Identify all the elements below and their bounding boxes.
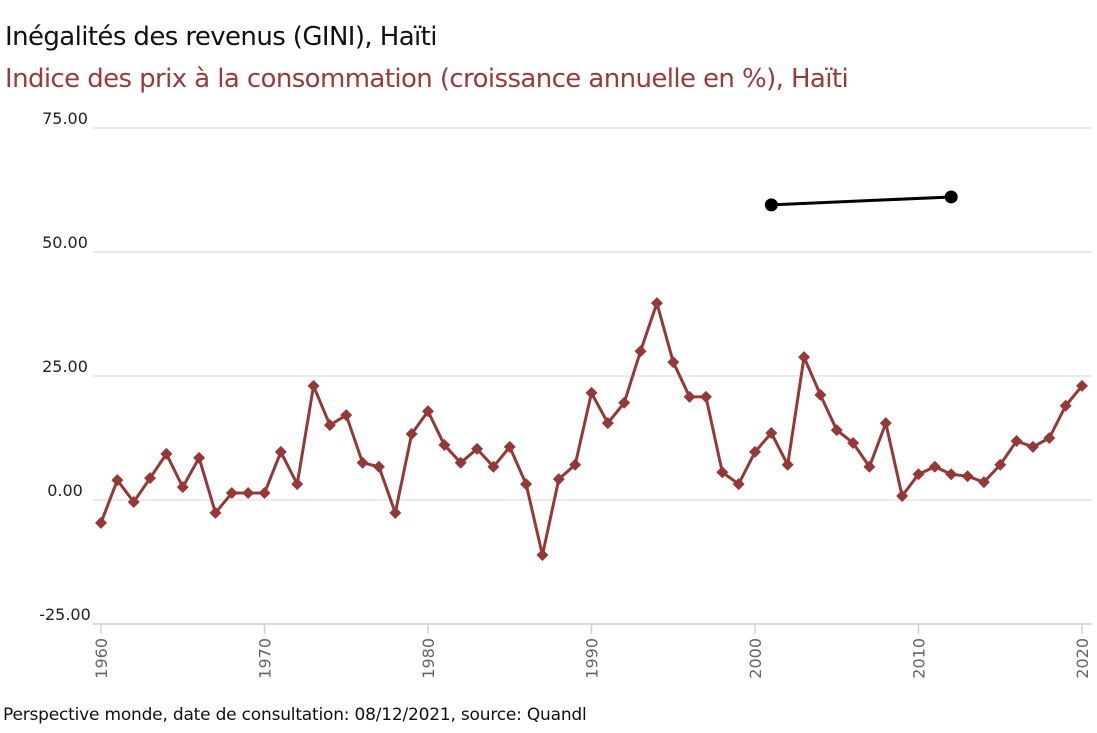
data-point: [667, 356, 680, 369]
data-point: [438, 438, 451, 451]
chart-subtitle: Indice des prix à la consommation (crois…: [5, 64, 849, 94]
y-axis-ticks: -25.00 0.00 25.00 50.00 75.00: [39, 109, 91, 624]
data-point: [830, 424, 843, 437]
chart-title: Inégalités des revenus (GINI), Haïti: [5, 22, 437, 52]
data-point: [847, 436, 860, 449]
data-point: [634, 345, 647, 358]
series-line: [99, 301, 1084, 557]
data-point: [961, 470, 974, 483]
data-point: [144, 472, 157, 485]
data-point: [454, 456, 467, 469]
data-point: [372, 460, 385, 473]
data-point: [111, 474, 124, 487]
data-point: [307, 379, 320, 392]
data-point: [765, 427, 778, 440]
data-point: [749, 445, 761, 458]
x-tick-label: 1990: [583, 638, 602, 679]
data-point: [716, 466, 729, 479]
data-point: [764, 198, 778, 212]
data-point: [356, 456, 369, 469]
data-point: [699, 390, 712, 403]
data-point: [405, 428, 418, 441]
data-point: [340, 409, 353, 422]
x-tick-label: 1980: [419, 638, 438, 679]
data-point: [994, 458, 1007, 471]
data-point: [650, 297, 663, 310]
data-point: [242, 487, 255, 500]
y-tick-label: 50.00: [42, 233, 88, 252]
data-point: [389, 506, 402, 519]
gridlines: [93, 127, 1092, 625]
data-point: [258, 487, 271, 500]
data-point: [912, 468, 925, 481]
x-tick-label: 2020: [1073, 638, 1092, 679]
series-line: [771, 195, 952, 207]
data-point: [127, 495, 140, 508]
data-point: [732, 478, 745, 491]
y-tick-label: 75.00: [42, 109, 88, 128]
y-tick-label: 25.00: [42, 357, 88, 376]
data-point: [863, 460, 876, 473]
data-point: [1010, 434, 1023, 447]
data-point: [520, 478, 533, 491]
x-axis: 1960 1970 1980 1990 2000 2010 2020: [92, 623, 1092, 679]
data-point: [1076, 379, 1088, 392]
data-point: [585, 386, 598, 399]
data-point: [798, 351, 811, 364]
series-layer: [95, 190, 1088, 562]
x-tick-label: 1960: [92, 638, 111, 679]
data-point: [683, 390, 696, 403]
data-point: [1026, 440, 1039, 453]
data-point: [160, 447, 173, 460]
y-tick-label: 0.00: [47, 481, 83, 500]
data-point: [193, 451, 206, 464]
series-0: [764, 190, 958, 212]
data-point: [274, 445, 287, 458]
data-point: [95, 516, 107, 529]
data-point: [879, 417, 892, 430]
data-point: [601, 417, 614, 430]
data-point: [323, 419, 336, 432]
data-point: [209, 506, 222, 519]
data-point: [977, 476, 990, 489]
data-point: [814, 388, 827, 401]
data-point: [176, 481, 189, 494]
x-tick-label: 2010: [910, 638, 929, 679]
data-point: [1043, 432, 1056, 444]
data-point: [945, 468, 958, 481]
series-1: [95, 297, 1088, 562]
y-tick-label: -25.00: [39, 605, 91, 624]
data-point: [487, 460, 500, 473]
data-point: [569, 458, 582, 471]
data-point: [896, 490, 909, 503]
data-point: [291, 478, 304, 491]
data-point: [552, 473, 565, 486]
data-point: [944, 190, 958, 204]
data-point: [618, 396, 631, 409]
data-point: [471, 442, 484, 455]
data-point: [225, 487, 238, 500]
data-point: [928, 460, 941, 473]
x-tick-label: 1970: [256, 638, 275, 679]
source-footer: Perspective monde, date de consultation:…: [3, 705, 587, 725]
x-tick-label: 2000: [746, 638, 765, 679]
data-point: [503, 440, 516, 453]
data-point: [422, 405, 434, 418]
data-point: [536, 549, 549, 562]
data-point: [1059, 399, 1072, 412]
data-point: [781, 458, 794, 471]
